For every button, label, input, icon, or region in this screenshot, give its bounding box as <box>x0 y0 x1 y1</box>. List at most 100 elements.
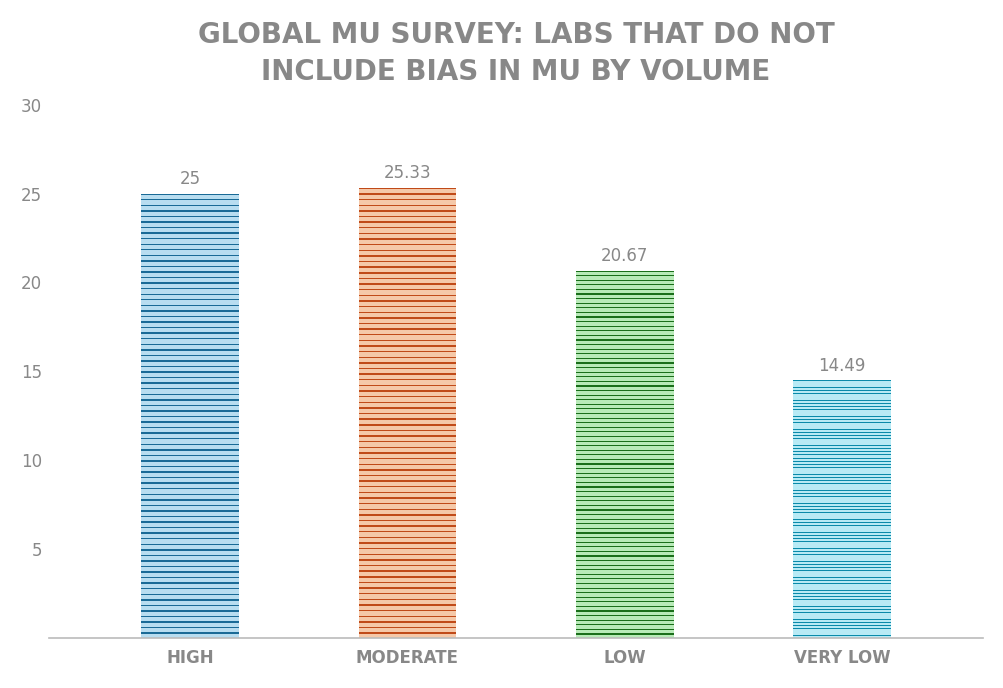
Bar <box>792 564 890 565</box>
Bar <box>792 396 890 398</box>
Bar <box>575 359 673 363</box>
Bar <box>575 405 673 409</box>
Bar <box>575 349 673 350</box>
Bar <box>141 223 239 227</box>
Bar <box>792 549 890 551</box>
Bar <box>141 416 239 417</box>
Bar <box>141 195 239 199</box>
Bar <box>141 377 239 378</box>
Bar <box>575 473 673 474</box>
Bar <box>792 497 890 499</box>
Bar <box>141 550 239 555</box>
Bar <box>792 423 890 425</box>
Bar <box>358 632 455 634</box>
Bar <box>575 413 673 414</box>
Bar <box>141 567 239 571</box>
Bar <box>358 515 455 520</box>
Bar <box>358 324 455 328</box>
Bar <box>141 272 239 277</box>
Bar <box>792 532 890 533</box>
Bar <box>141 260 239 261</box>
Bar <box>358 334 455 336</box>
Bar <box>358 379 455 380</box>
Bar <box>575 308 673 312</box>
Bar <box>358 362 455 363</box>
Bar <box>141 501 239 505</box>
Bar <box>792 607 890 609</box>
Bar <box>141 434 239 438</box>
Bar <box>575 354 673 358</box>
Bar <box>141 445 239 449</box>
Bar <box>141 523 239 527</box>
Bar <box>792 612 890 613</box>
Bar <box>792 384 890 385</box>
Bar <box>358 217 455 222</box>
Bar <box>141 301 239 305</box>
Bar <box>792 471 890 474</box>
Bar <box>358 594 455 599</box>
Bar <box>141 400 239 405</box>
Bar <box>792 516 890 517</box>
Bar <box>575 497 673 500</box>
Bar <box>575 529 673 533</box>
Bar <box>792 420 890 422</box>
Bar <box>358 588 455 589</box>
Bar <box>141 328 239 332</box>
Bar <box>575 566 673 569</box>
Bar <box>141 495 239 499</box>
Bar <box>575 546 673 548</box>
Bar <box>358 386 455 390</box>
Bar <box>141 478 239 482</box>
Bar <box>141 384 239 388</box>
Bar <box>141 455 239 456</box>
Bar <box>141 512 239 516</box>
Bar <box>575 427 673 428</box>
Bar <box>575 505 673 506</box>
Bar <box>358 285 455 289</box>
Bar <box>141 579 239 583</box>
Bar <box>358 576 455 577</box>
Bar <box>141 200 239 204</box>
Bar <box>141 290 239 294</box>
Bar <box>792 486 890 488</box>
Bar <box>141 429 239 433</box>
Bar <box>358 246 455 250</box>
Bar <box>141 317 239 321</box>
Title: GLOBAL MU SURVEY: LABS THAT DO NOT
INCLUDE BIAS IN MU BY VOLUME: GLOBAL MU SURVEY: LABS THAT DO NOT INCLU… <box>198 21 833 85</box>
Bar <box>792 610 890 612</box>
Bar <box>358 216 455 217</box>
Bar <box>358 363 455 368</box>
Bar <box>575 316 673 318</box>
Bar <box>575 575 673 579</box>
Bar <box>575 524 673 528</box>
Bar <box>792 626 890 628</box>
Bar <box>792 446 890 448</box>
Bar <box>575 339 673 341</box>
Bar <box>575 377 673 380</box>
Bar <box>792 609 890 610</box>
Bar <box>141 489 239 493</box>
Bar <box>792 391 890 394</box>
Bar <box>358 465 455 469</box>
Bar <box>792 599 890 600</box>
Bar <box>575 447 673 450</box>
Bar <box>358 369 455 374</box>
Bar <box>141 295 239 299</box>
Bar <box>792 491 890 493</box>
Bar <box>575 437 673 440</box>
Bar <box>575 385 673 387</box>
Bar <box>141 193 239 195</box>
Bar <box>575 596 673 598</box>
Bar <box>575 454 673 455</box>
Bar <box>792 427 890 429</box>
Bar <box>792 503 890 504</box>
Bar <box>575 318 673 321</box>
Bar <box>575 380 673 382</box>
Bar <box>141 545 239 549</box>
Bar <box>358 510 455 514</box>
Bar <box>792 451 890 452</box>
Bar <box>792 588 890 590</box>
Bar <box>141 299 239 301</box>
Bar <box>575 431 673 433</box>
Bar <box>792 449 890 451</box>
